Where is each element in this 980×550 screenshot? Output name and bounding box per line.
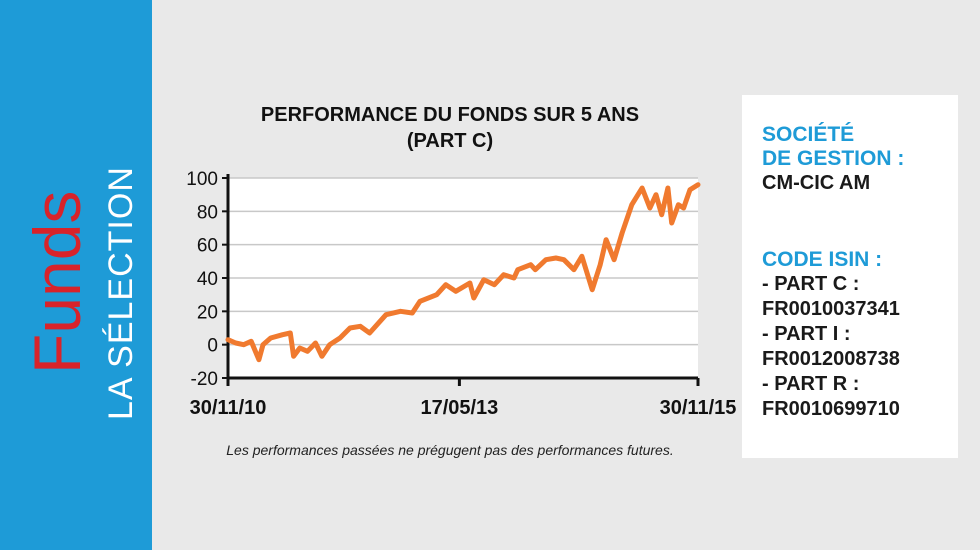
chart: PERFORMANCE DU FONDS SUR 5 ANS (PART C) … bbox=[186, 104, 737, 458]
sidebar-art: Funds LA SÉLECTION bbox=[20, 166, 140, 420]
y-tick-label: -20 bbox=[191, 369, 218, 390]
chart-subtitle: (PART C) bbox=[407, 130, 493, 152]
y-tick-label: 40 bbox=[197, 269, 218, 290]
y-tick-label: 80 bbox=[197, 202, 218, 223]
sidebar: Funds LA SÉLECTION bbox=[0, 0, 152, 550]
isin-list: - PART C : FR0010037341 - PART I : FR001200… bbox=[762, 272, 958, 422]
chart-title: PERFORMANCE DU FONDS SUR 5 ANS bbox=[261, 104, 639, 126]
isin-line: FR0010699710 bbox=[762, 398, 900, 420]
x-tick-label: 17/05/13 bbox=[420, 397, 498, 419]
management-heading: SOCIÉTÉ bbox=[762, 123, 855, 146]
isin-line: FR0010037341 bbox=[762, 298, 900, 320]
brand: Funds bbox=[20, 191, 94, 374]
y-tick-label: 100 bbox=[186, 169, 218, 190]
series-line bbox=[225, 182, 701, 363]
isin-heading: CODE ISIN : bbox=[762, 248, 883, 271]
isin-line: - PART I : bbox=[762, 323, 851, 345]
info-panel: SOCIÉTÉ DE GESTION : CM-CIC AM CODE ISIN… bbox=[742, 95, 958, 458]
note: Les performances passées ne prégugent pa… bbox=[226, 442, 673, 458]
management: CM-CIC AM bbox=[762, 172, 871, 194]
tagline: LA SÉLECTION bbox=[102, 166, 140, 420]
y-tick-label: 20 bbox=[197, 302, 218, 323]
x-tick-label: 30/11/15 bbox=[660, 397, 737, 419]
isin-line: FR0012008738 bbox=[762, 348, 900, 370]
isin-line: - PART C : bbox=[762, 273, 860, 295]
y-tick-label: 0 bbox=[207, 336, 218, 357]
isin-line: - PART R : bbox=[762, 373, 860, 395]
y-tick-label: 60 bbox=[197, 236, 218, 257]
x-tick-label: 30/11/10 bbox=[190, 397, 267, 419]
management-heading: DE GESTION : bbox=[762, 147, 905, 170]
